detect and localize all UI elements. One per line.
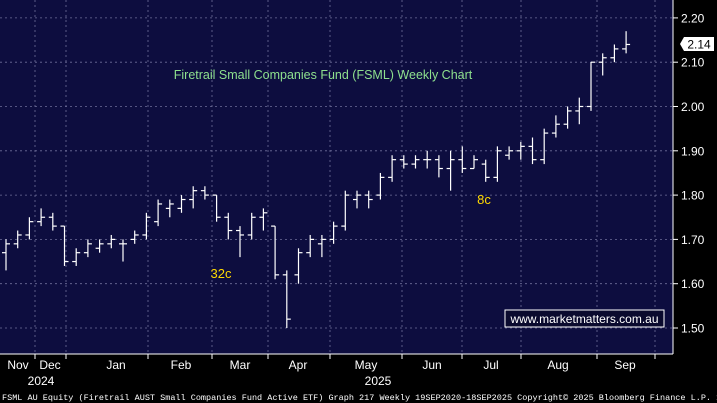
ohlc-bar bbox=[224, 212, 233, 240]
grid bbox=[0, 0, 673, 354]
ohlc-bar bbox=[95, 239, 104, 253]
y-tick-label: 2.00 bbox=[681, 100, 705, 114]
ohlc-bar bbox=[247, 212, 256, 240]
ohlc-bar bbox=[236, 226, 244, 258]
ohlc-bar bbox=[423, 150, 432, 169]
annotation-32c: 32c bbox=[211, 266, 232, 281]
ohlc-bar bbox=[598, 53, 607, 76]
ohlc-bar bbox=[72, 248, 81, 266]
last-price-label: 2.14 bbox=[687, 38, 711, 52]
x-month-label: Mar bbox=[230, 358, 251, 372]
ohlc-bar bbox=[165, 199, 174, 218]
ohlc-bar bbox=[505, 146, 514, 160]
x-month-label: Apr bbox=[289, 358, 308, 372]
ohlc-bar bbox=[25, 217, 34, 240]
ohlc-bar bbox=[294, 248, 303, 284]
x-year-label: 2024 bbox=[28, 374, 55, 388]
ohlc-bar bbox=[434, 155, 443, 178]
annotation-8c: 8c bbox=[477, 192, 491, 207]
y-tick-label: 2.10 bbox=[681, 56, 705, 70]
ohlc-bar bbox=[37, 208, 46, 227]
ohlc-bar bbox=[317, 234, 326, 258]
ohlc-bar bbox=[376, 172, 385, 200]
ohlc-bar bbox=[306, 234, 315, 258]
ohlc-bar bbox=[353, 190, 361, 209]
ohlc-bar bbox=[388, 155, 397, 182]
ohlc-bar bbox=[282, 270, 291, 328]
ohlc-bar bbox=[119, 239, 127, 262]
ohlc-bar bbox=[411, 155, 420, 169]
ohlc-bar bbox=[142, 212, 151, 240]
watermark-box bbox=[504, 309, 665, 328]
x-year-label: 2025 bbox=[365, 374, 392, 388]
chart-title: Firetrail Small Companies Fund (FSML) We… bbox=[174, 68, 473, 82]
ohlc-bar bbox=[610, 44, 619, 63]
y-axis: 1.50 1.60 1.70 1.80 1.90 2.00 2.10 2.20 bbox=[672, 0, 705, 354]
watermark-text: www.marketmatters.com.au bbox=[509, 312, 658, 326]
ohlc-bar bbox=[271, 225, 280, 280]
y-tick-label: 1.80 bbox=[681, 189, 705, 203]
y-tick-label: 1.60 bbox=[681, 277, 705, 291]
ohlc-bar bbox=[364, 190, 373, 209]
plot-background bbox=[0, 0, 673, 354]
x-month-label: Dec bbox=[39, 358, 60, 372]
ohlc-bar bbox=[2, 239, 10, 271]
x-axis: Nov Dec Jan Feb Mar Apr May Jun Jul Aug Sep 2024 202… bbox=[0, 353, 673, 388]
ohlc-bar bbox=[622, 31, 631, 54]
ohlc-bar bbox=[516, 141, 525, 160]
ohlc-bar bbox=[60, 225, 69, 266]
ohlc-bar bbox=[154, 199, 163, 227]
ohlc-bar bbox=[399, 155, 408, 169]
ohlc-bar bbox=[200, 186, 209, 200]
ohlc-bar bbox=[540, 128, 549, 165]
ohlc-bars bbox=[2, 31, 631, 328]
x-month-label: Jun bbox=[422, 358, 441, 372]
ohlc-bar bbox=[259, 208, 268, 231]
y-tick-label: 2.20 bbox=[681, 11, 705, 25]
ohlc-bar bbox=[212, 194, 221, 222]
ohlc-bar bbox=[48, 212, 57, 231]
y-tick-label: 1.70 bbox=[681, 233, 705, 247]
ohlc-bar bbox=[551, 115, 560, 138]
x-month-label: Sep bbox=[614, 358, 636, 372]
y-tick-label: 1.50 bbox=[681, 322, 705, 336]
ohlc-bar bbox=[481, 159, 490, 182]
x-month-label: May bbox=[355, 358, 378, 372]
ohlc-bar bbox=[329, 221, 338, 244]
ohlc-bar bbox=[458, 146, 467, 173]
last-price-badge: 2.14 bbox=[680, 37, 714, 52]
ohlc-bar bbox=[341, 190, 350, 231]
x-month-label: Nov bbox=[7, 358, 28, 372]
ohlc-bar bbox=[177, 195, 186, 213]
ohlc-bar bbox=[83, 239, 92, 258]
y-tick-label: 1.90 bbox=[681, 144, 705, 158]
x-month-label: Aug bbox=[547, 358, 568, 372]
ohlc-bar bbox=[575, 97, 584, 125]
ohlc-bar bbox=[107, 234, 116, 249]
ohlc-bar bbox=[130, 230, 139, 244]
x-month-label: Jul bbox=[483, 358, 498, 372]
ohlc-bar bbox=[493, 146, 502, 182]
ohlc-bar bbox=[13, 230, 22, 249]
x-month-label: Feb bbox=[171, 358, 192, 372]
ohlc-bar bbox=[446, 150, 455, 191]
x-month-label: Jan bbox=[106, 358, 125, 372]
ohlc-bar bbox=[528, 137, 537, 165]
ohlc-bar bbox=[587, 61, 595, 111]
footer-text: FSML AU Equity (Firetrail AUST Small Com… bbox=[2, 393, 717, 403]
ohlc-bar bbox=[189, 186, 198, 209]
ohlc-bar bbox=[563, 106, 572, 129]
ohlc-bar bbox=[470, 155, 478, 170]
